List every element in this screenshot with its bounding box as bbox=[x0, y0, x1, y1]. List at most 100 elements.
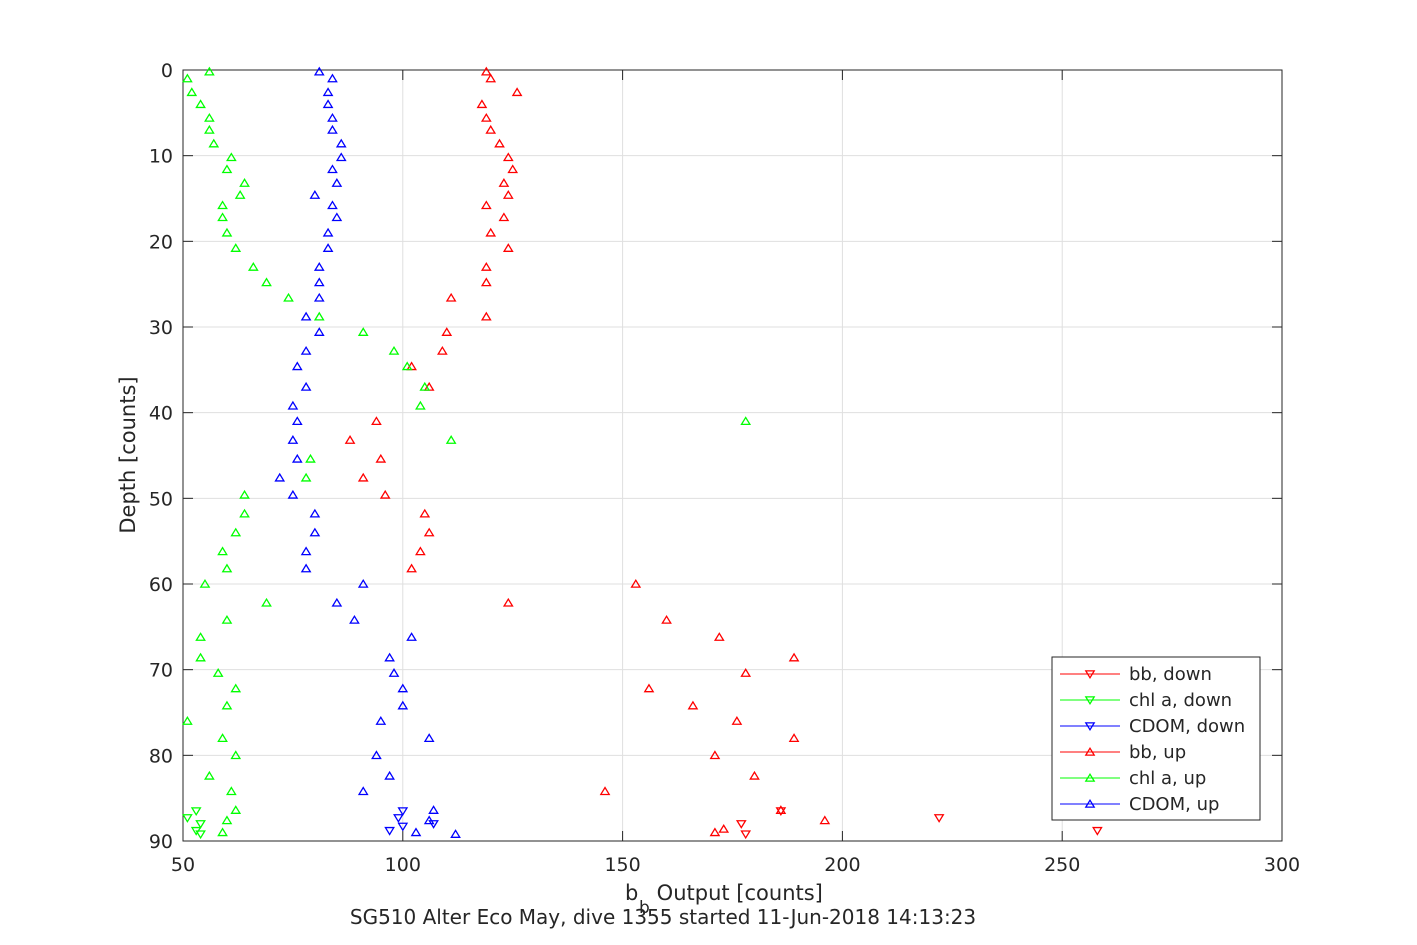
data-point bbox=[502, 190, 514, 199]
data-point bbox=[322, 99, 334, 109]
data-point bbox=[476, 99, 488, 109]
data-point bbox=[819, 815, 831, 825]
data-point bbox=[740, 830, 752, 840]
data-point bbox=[327, 164, 338, 174]
y-tick-label: 80 bbox=[149, 745, 173, 767]
chart-caption: SG510 Alter Eco May, dive 1355 started 1… bbox=[350, 905, 976, 929]
data-point bbox=[415, 400, 426, 410]
data-point bbox=[375, 453, 387, 463]
data-point bbox=[327, 124, 338, 134]
data-point bbox=[397, 822, 409, 832]
data-point bbox=[204, 66, 215, 76]
data-point bbox=[388, 668, 400, 677]
data-point bbox=[379, 489, 391, 499]
data-point bbox=[247, 261, 259, 271]
data-point bbox=[291, 453, 303, 463]
legend-marker bbox=[1084, 798, 1096, 808]
data-point bbox=[230, 243, 242, 252]
legend-entry-label: CDOM, up bbox=[1129, 794, 1219, 815]
data-point bbox=[731, 716, 743, 725]
data-point bbox=[485, 227, 497, 237]
data-point bbox=[344, 435, 356, 444]
data-point bbox=[480, 277, 492, 287]
data-point bbox=[300, 311, 312, 321]
data-point bbox=[226, 786, 237, 796]
data-point bbox=[195, 99, 206, 109]
data-point bbox=[480, 200, 492, 210]
data-point bbox=[494, 138, 505, 148]
data-point bbox=[384, 652, 395, 662]
data-point bbox=[182, 73, 193, 83]
data-point bbox=[204, 770, 215, 780]
data-point bbox=[480, 112, 492, 122]
data-point bbox=[208, 138, 220, 148]
data-point bbox=[327, 200, 338, 210]
data-point bbox=[287, 435, 299, 444]
series-3 bbox=[344, 66, 831, 837]
data-point bbox=[313, 66, 325, 76]
data-point bbox=[384, 826, 395, 836]
data-point bbox=[388, 345, 400, 355]
y-tick-label: 20 bbox=[149, 231, 173, 253]
data-point bbox=[313, 277, 325, 287]
data-point bbox=[498, 212, 510, 222]
data-point bbox=[740, 416, 752, 426]
data-point bbox=[335, 152, 347, 162]
series-2 bbox=[384, 807, 439, 836]
data-point bbox=[401, 361, 413, 371]
data-point bbox=[406, 563, 417, 573]
data-point bbox=[357, 472, 369, 482]
data-point bbox=[190, 807, 202, 817]
data-point bbox=[186, 87, 198, 97]
data-point bbox=[371, 750, 382, 760]
data-point bbox=[393, 814, 404, 823]
data-point bbox=[709, 827, 721, 837]
data-point bbox=[291, 361, 303, 371]
data-point bbox=[217, 827, 228, 837]
data-point bbox=[331, 212, 343, 222]
plot-frame bbox=[182, 69, 1283, 842]
data-point bbox=[498, 178, 510, 187]
data-point bbox=[480, 66, 492, 76]
data-point bbox=[357, 786, 369, 796]
data-point bbox=[300, 345, 312, 355]
data-point bbox=[221, 614, 233, 624]
x-tick-label: 250 bbox=[1044, 854, 1080, 876]
data-point bbox=[305, 453, 316, 463]
data-point bbox=[450, 829, 461, 838]
data-point bbox=[357, 578, 369, 588]
data-point bbox=[735, 820, 747, 829]
data-point bbox=[480, 311, 492, 321]
data-point bbox=[709, 750, 721, 760]
x-axis-label: b b Output [counts] bbox=[625, 881, 823, 918]
data-point bbox=[313, 261, 325, 271]
data-point bbox=[410, 827, 422, 837]
data-point bbox=[230, 805, 242, 814]
data-point bbox=[221, 227, 233, 237]
data-point bbox=[375, 716, 387, 725]
data-point bbox=[643, 683, 655, 693]
data-point bbox=[309, 527, 321, 537]
data-point bbox=[239, 178, 250, 187]
data-point bbox=[283, 292, 294, 302]
data-point bbox=[313, 311, 325, 321]
data-point bbox=[437, 345, 448, 355]
y-tick-label: 30 bbox=[149, 317, 173, 339]
data-point bbox=[313, 327, 325, 336]
data-point bbox=[419, 508, 431, 518]
data-point bbox=[485, 124, 497, 134]
data-point bbox=[480, 261, 492, 271]
data-point bbox=[182, 814, 193, 823]
x-tick-label: 100 bbox=[385, 854, 421, 876]
data-point bbox=[195, 820, 206, 829]
data-point bbox=[300, 546, 312, 556]
data-point bbox=[182, 716, 193, 725]
y-tick-label: 90 bbox=[149, 831, 173, 853]
data-point bbox=[217, 733, 228, 742]
data-point bbox=[309, 508, 321, 518]
data-point bbox=[775, 805, 787, 814]
data-point bbox=[195, 652, 206, 662]
x-axis-label-main: b bbox=[625, 881, 638, 905]
data-point bbox=[397, 807, 409, 817]
data-point bbox=[331, 178, 343, 187]
